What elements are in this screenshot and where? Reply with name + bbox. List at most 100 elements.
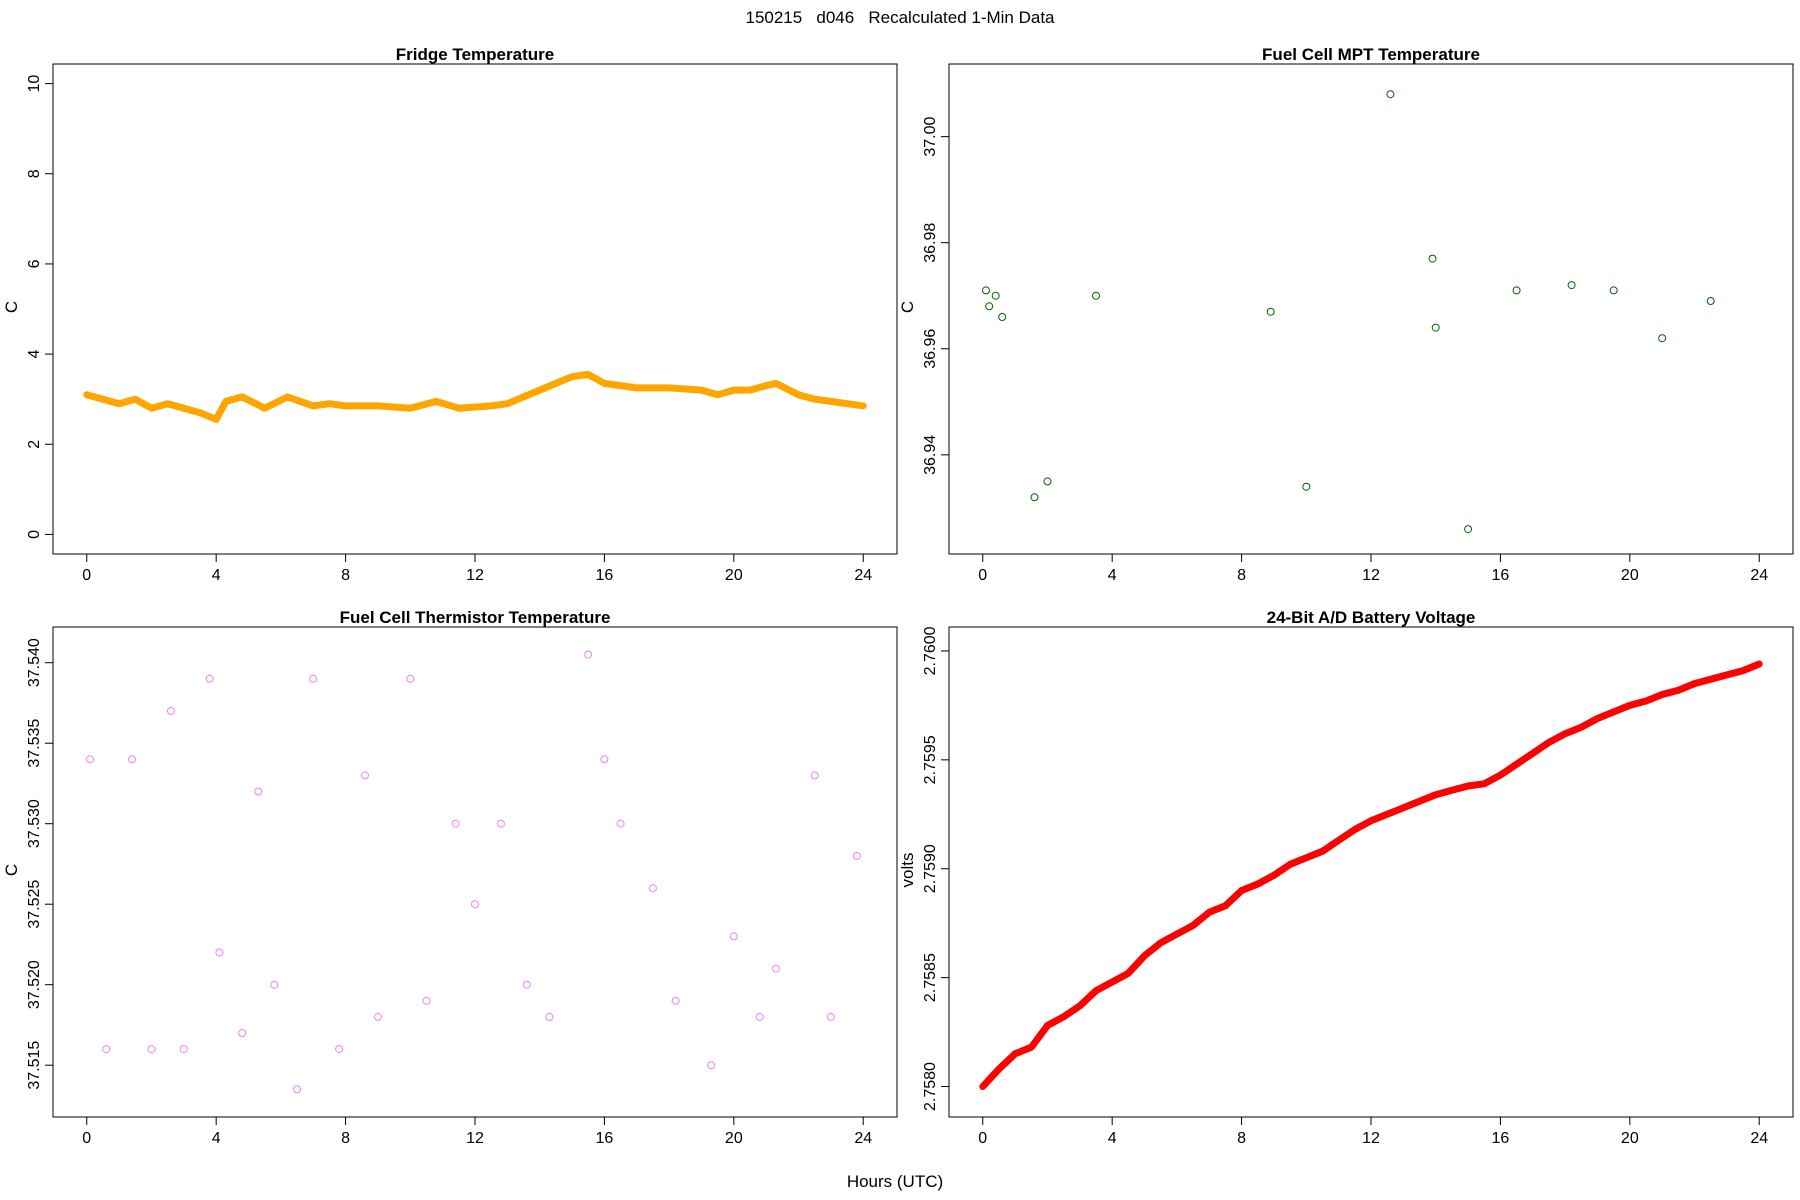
data-point — [86, 755, 94, 764]
data-point — [1092, 291, 1100, 300]
y-tick-label: 36.98 — [922, 223, 939, 263]
data-point — [755, 1012, 764, 1021]
y-tick-label: 10 — [26, 75, 43, 93]
data-point — [102, 1045, 111, 1054]
x-tick-label: 0 — [82, 1130, 91, 1147]
y-tick-label: 2.7595 — [922, 735, 939, 784]
data-point — [991, 291, 1000, 300]
data-point — [729, 932, 738, 941]
x-axis: 0 4 8 12 16 20 24 — [82, 554, 872, 584]
plot-frame — [948, 63, 1794, 555]
y-axis: 36.94 36.96 36.98 37.00 — [922, 117, 949, 475]
series-line — [979, 660, 1763, 1090]
data-point — [293, 1085, 302, 1094]
x-tick-label: 4 — [1108, 567, 1117, 584]
x-tick-label: 12 — [466, 567, 484, 584]
x-tick-label: 16 — [1492, 567, 1510, 584]
data-point — [205, 674, 214, 683]
data-marks — [982, 90, 1715, 534]
series-line — [83, 370, 867, 423]
panel-fuel-cell-mpt-temperature: Fuel Cell MPT Temperature C 0 4 8 12 16 20 24 … — [898, 45, 1794, 584]
chart-title: 24-Bit A/D Battery Voltage — [1267, 608, 1476, 627]
data-point — [166, 707, 175, 715]
data-point — [707, 1061, 716, 1070]
x-tick-label: 0 — [82, 567, 91, 584]
data-marks — [979, 660, 1763, 1090]
x-tick-label: 8 — [1237, 1130, 1246, 1147]
x-tick-label: 8 — [341, 567, 350, 584]
data-point — [422, 996, 431, 1005]
data-point — [451, 819, 460, 828]
x-tick-label: 16 — [596, 1130, 614, 1147]
chart-title: Fuel Cell MPT Temperature — [1262, 45, 1480, 64]
data-marks — [83, 370, 867, 423]
plot-frame — [948, 626, 1794, 1118]
figure-suptitle: 150215 d046 Recalculated 1-Min Data — [745, 8, 1055, 27]
data-point — [982, 286, 990, 295]
data-point — [373, 1012, 382, 1021]
y-tick-label: 2.7600 — [922, 626, 939, 675]
y-tick-label: 6 — [26, 259, 43, 268]
y-tick-label: 37.540 — [26, 638, 43, 687]
y-tick-label: 37.535 — [26, 719, 43, 768]
plot-frame — [52, 626, 898, 1118]
data-point — [254, 787, 263, 796]
data-point — [1706, 297, 1715, 305]
panel-battery-voltage: 24-Bit A/D Battery Voltage volts 0 4 8 12 16… — [898, 608, 1794, 1147]
data-point — [522, 980, 531, 989]
data-point — [147, 1045, 156, 1054]
x-tick-label: 0 — [978, 567, 987, 584]
x-tick-label: 4 — [212, 567, 221, 584]
y-axis: 37.515 37.520 37.525 37.530 37.535 37.540 — [26, 638, 53, 1090]
x-tick-label: 16 — [596, 567, 614, 584]
x-tick-label: 12 — [1362, 567, 1380, 584]
y-tick-label: 8 — [26, 169, 43, 178]
data-point — [361, 771, 369, 780]
x-tick-label: 20 — [725, 567, 743, 584]
data-point — [1567, 281, 1576, 290]
y-tick-label: 37.525 — [26, 880, 43, 929]
data-point — [545, 1012, 554, 1021]
x-tick-label: 8 — [1237, 567, 1246, 584]
data-point — [179, 1045, 188, 1054]
x-tick-label: 12 — [466, 1130, 484, 1147]
data-point — [309, 674, 318, 683]
y-tick-label: 37.520 — [26, 960, 43, 1009]
data-point — [1609, 286, 1618, 295]
x-tick-label: 4 — [1108, 1130, 1117, 1147]
x-axis: 0 4 8 12 16 20 24 — [978, 1117, 1768, 1147]
x-tick-label: 16 — [1492, 1130, 1510, 1147]
x-tick-label: 20 — [1621, 567, 1639, 584]
data-point — [826, 1012, 835, 1021]
y-axis-label: C — [898, 301, 917, 313]
y-tick-label: 37.515 — [26, 1041, 43, 1090]
data-point — [270, 980, 279, 989]
y-tick-label: 2.7585 — [922, 953, 939, 1002]
y-tick-label: 4 — [26, 350, 43, 359]
x-tick-label: 0 — [978, 1130, 987, 1147]
x-tick-label: 24 — [854, 1130, 872, 1147]
data-point — [648, 884, 657, 893]
y-axis-label: volts — [898, 853, 917, 888]
y-tick-label: 2 — [26, 440, 43, 449]
y-tick-label: 2.7580 — [922, 1062, 939, 1111]
x-tick-label: 24 — [854, 567, 872, 584]
chart-title: Fridge Temperature — [396, 45, 554, 64]
data-point — [1386, 90, 1395, 99]
plot-frame — [52, 63, 898, 555]
data-point — [128, 755, 137, 764]
data-point — [671, 996, 680, 1005]
x-tick-label: 24 — [1750, 567, 1768, 584]
data-point — [238, 1029, 247, 1037]
y-tick-label: 36.96 — [922, 329, 939, 369]
y-tick-label: 0 — [26, 530, 43, 539]
data-point — [1266, 307, 1275, 316]
x-tick-label: 24 — [1750, 1130, 1768, 1147]
data-point — [1431, 323, 1440, 332]
data-point — [1043, 477, 1052, 486]
data-marks — [86, 650, 861, 1094]
data-point — [1302, 482, 1311, 491]
x-tick-label: 20 — [725, 1130, 743, 1147]
y-tick-label: 2.7590 — [922, 844, 939, 893]
